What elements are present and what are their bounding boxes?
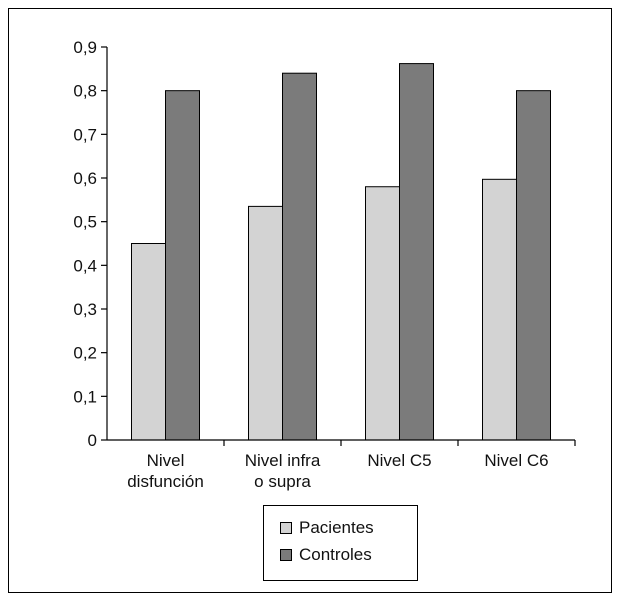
x-category-label: Nivel: [147, 451, 185, 470]
bar-controles-2: [399, 63, 434, 441]
bars-group: [131, 63, 551, 441]
x-category-label: Nivel C6: [484, 451, 548, 470]
chart-frame: [8, 8, 612, 593]
x-axis-categories: Nivel disfunción Nivel infra o supra Nivel C…: [127, 440, 576, 491]
y-tick-label: 0,9: [73, 38, 97, 57]
legend-swatch-pacientes: [280, 521, 292, 534]
y-tick-label: 0,8: [73, 82, 97, 101]
bar-controles-0: [165, 90, 200, 441]
bar-pacientes-1: [248, 205, 283, 441]
y-tick-label: 0,6: [73, 169, 97, 188]
y-tick-label: 0,1: [73, 387, 97, 406]
y-tick-label: 0,2: [73, 344, 97, 363]
x-category-label: disfunción: [127, 472, 204, 491]
legend-item-pacientes: Pacientes: [280, 514, 417, 541]
y-tick-label: 0,7: [73, 125, 97, 144]
bar-controles-3: [516, 90, 551, 441]
y-tick-label: 0,4: [73, 256, 97, 275]
bar-pacientes-0: [131, 243, 166, 441]
x-category-label: o supra: [254, 472, 311, 491]
y-tick-label: 0: [88, 431, 97, 450]
legend-label-pacientes: Pacientes: [299, 517, 374, 537]
axes: [106, 47, 575, 441]
y-tick-label: 0,3: [73, 300, 97, 319]
bar-pacientes-2: [365, 186, 400, 441]
bar-controles-1: [282, 72, 317, 441]
y-tick-label: 0,5: [73, 213, 97, 232]
bar-pacientes-3: [482, 178, 517, 441]
legend-label-controles: Controles: [299, 544, 372, 564]
legend-swatch-controles: [280, 548, 292, 561]
y-axis-ticks: 0 0,1 0,2 0,3 0,4 0,5 0,6 0,7 0,8 0,9: [73, 38, 107, 450]
x-category-label: Nivel infra: [245, 451, 321, 470]
legend-item-controles: Controles: [280, 541, 417, 568]
legend: Pacientes Controles: [263, 505, 418, 581]
x-category-label: Nivel C5: [367, 451, 431, 470]
